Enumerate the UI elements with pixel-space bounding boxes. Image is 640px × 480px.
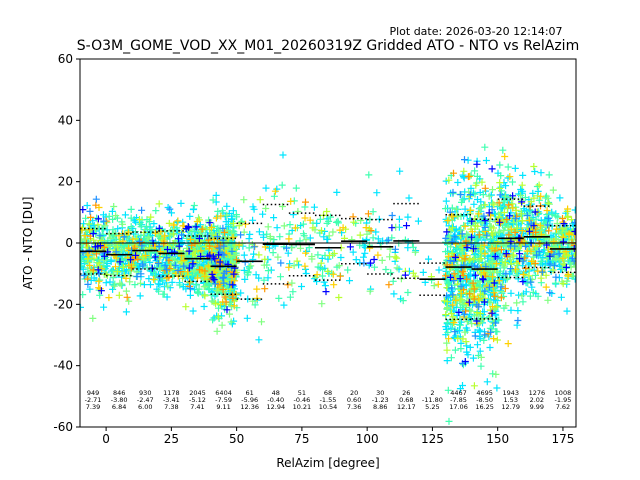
bin-mean-label: -3.41 — [163, 396, 180, 404]
bin-std-label: 7.39 — [86, 403, 100, 411]
bin-mean-label: 1.53 — [503, 396, 517, 404]
bin-std-label: 7.38 — [164, 403, 178, 411]
bin-n-label: 51 — [298, 389, 306, 397]
scatter-marker-group — [83, 169, 576, 338]
x-axis-label: RelAzim [degree] — [276, 456, 379, 470]
y-tick-label: -40 — [53, 359, 73, 373]
bin-mean-label: -5.12 — [189, 396, 206, 404]
bin-std-label: 10.21 — [293, 403, 312, 411]
bin-mean-label: -1.23 — [372, 396, 389, 404]
x-tick-label: 125 — [421, 432, 444, 446]
y-tick-label: 40 — [58, 113, 73, 127]
x-axis-ticks: 0 25 50 75 100 125 150 175 — [102, 427, 574, 446]
bin-mean-label: -7.59 — [215, 396, 232, 404]
bin-n-label: 1276 — [529, 389, 546, 397]
y-tick-label: 60 — [58, 52, 73, 66]
bin-n-label: 1943 — [502, 389, 519, 397]
y-axis-ticks: -60 -40 -20 0 20 40 60 — [53, 52, 80, 434]
bin-std-label: 12.94 — [266, 403, 285, 411]
bin-n-label: 4695 — [476, 389, 493, 397]
bin-std-label: 17.06 — [449, 403, 468, 411]
bin-std-label: 6.00 — [138, 403, 152, 411]
bin-n-label: 2 — [430, 389, 434, 397]
x-tick-label: 0 — [102, 432, 110, 446]
scatter-marker-group — [80, 160, 576, 365]
chart-title: S-O3M_GOME_VOD_XX_M01_20260319Z Gridded … — [77, 38, 579, 54]
bin-mean-label: -11.80 — [422, 396, 443, 404]
bin-std-label: 5.25 — [425, 403, 439, 411]
bin-mean-label: 0.68 — [399, 396, 413, 404]
bin-mean-label: -2.47 — [137, 396, 154, 404]
y-tick-label: 0 — [65, 236, 73, 250]
bin-n-label: 2045 — [189, 389, 206, 397]
bin-mean-label: -8.50 — [476, 396, 493, 404]
bin-std-label: 7.36 — [347, 403, 361, 411]
bin-n-label: 20 — [350, 389, 358, 397]
bin-std-label: 7.41 — [190, 403, 204, 411]
bin-mean-label: -1.95 — [555, 396, 572, 404]
bin-n-label: 26 — [402, 389, 410, 397]
bin-n-label: 4467 — [450, 389, 467, 397]
bin-mean-label: -3.80 — [111, 396, 128, 404]
bin-n-label: 930 — [139, 389, 151, 397]
bin-mean-label: 0.60 — [347, 396, 361, 404]
bin-mean-label: -7.85 — [450, 396, 467, 404]
y-tick-label: -20 — [53, 297, 73, 311]
bin-mean-label: -2.71 — [85, 396, 102, 404]
bin-n-label: 6404 — [215, 389, 232, 397]
bin-n-label: 48 — [272, 389, 280, 397]
bin-std-label: 12.17 — [397, 403, 416, 411]
bin-n-label: 1178 — [163, 389, 180, 397]
x-tick-label: 50 — [229, 432, 244, 446]
x-tick-label: 150 — [486, 432, 509, 446]
y-tick-label: 20 — [58, 175, 73, 189]
x-tick-label: 175 — [551, 432, 574, 446]
bin-mean-label: 2.02 — [530, 396, 544, 404]
bin-n-label: 949 — [87, 389, 99, 397]
bin-mean-label: -1.55 — [320, 396, 337, 404]
scatter-points — [80, 143, 576, 425]
x-tick-label: 100 — [356, 432, 379, 446]
bin-n-label: 68 — [324, 389, 332, 397]
y-axis-label: ATO - NTO [DU] — [21, 197, 35, 290]
plot-date: Plot date: 2026-03-20 12:14:07 — [389, 25, 562, 38]
bin-n-label: 1008 — [555, 389, 572, 397]
x-tick-label: 25 — [164, 432, 179, 446]
bin-mean-label: -0.46 — [293, 396, 310, 404]
bin-std-label: 10.54 — [319, 403, 338, 411]
bin-std-label: 8.86 — [373, 403, 387, 411]
y-tick-label: -60 — [53, 420, 73, 434]
bin-std-label: 12.36 — [240, 403, 259, 411]
bin-std-label: 16.25 — [475, 403, 494, 411]
bin-std-label: 6.84 — [112, 403, 126, 411]
bin-n-label: 30 — [376, 389, 384, 397]
bin-statistics — [80, 198, 576, 321]
bin-mean-label: -5.96 — [241, 396, 258, 404]
bin-n-label: 61 — [246, 389, 254, 397]
bin-std-label: 9.99 — [530, 403, 544, 411]
x-tick-label: 75 — [294, 432, 309, 446]
bin-std-label: 12.79 — [501, 403, 520, 411]
bin-mean-label: -0.40 — [267, 396, 284, 404]
bin-std-label: 9.11 — [216, 403, 230, 411]
bin-n-label: 846 — [113, 389, 125, 397]
bin-stat-labels: 949-2.717.39 846-3.806.84 930-2.476.00 1178… — [85, 389, 572, 411]
bin-std-label: 7.62 — [556, 403, 570, 411]
